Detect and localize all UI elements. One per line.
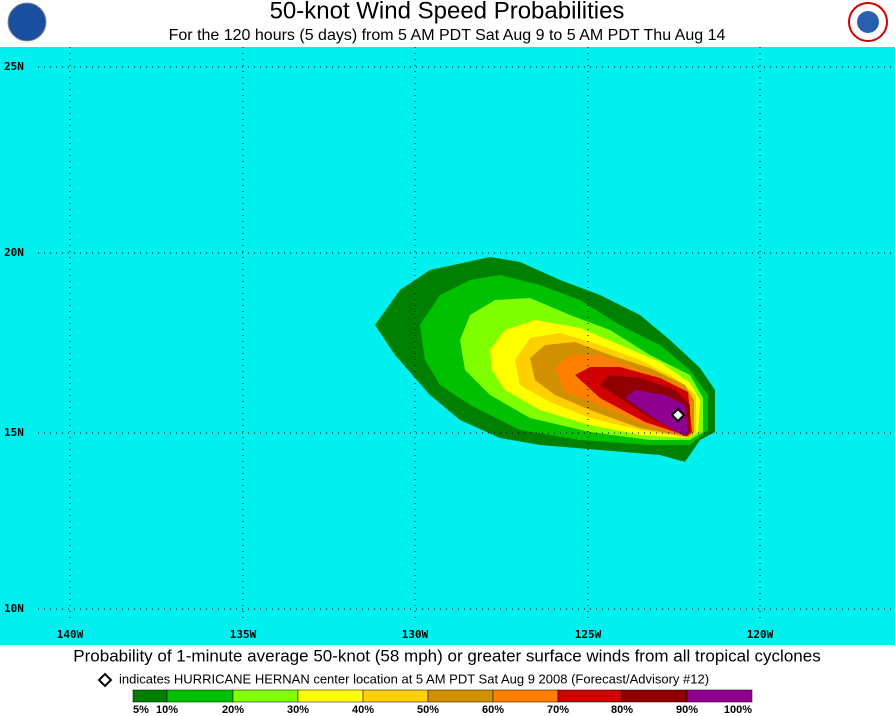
lon-label: 140W xyxy=(57,628,84,641)
contour xyxy=(625,390,688,436)
lat-label: 10N xyxy=(4,602,24,615)
noaa-logo xyxy=(7,2,47,42)
scale-swatch xyxy=(132,689,168,703)
marker-icon xyxy=(97,672,113,688)
scale-label: 30% xyxy=(287,704,309,716)
scale-label: 100% xyxy=(724,704,752,716)
nws-logo-inner xyxy=(857,11,879,33)
scale-swatch xyxy=(232,689,299,703)
scale-label: 5% xyxy=(133,704,149,716)
scale-label: 80% xyxy=(611,704,633,716)
lon-label: 125W xyxy=(575,628,602,641)
scale-swatch xyxy=(557,689,623,703)
lon-label: 135W xyxy=(230,628,257,641)
marker-note: indicates HURRICANE HERNAN center locati… xyxy=(119,671,709,686)
scale-swatch xyxy=(621,689,688,703)
scale-swatch xyxy=(427,689,494,703)
lon-label: 130W xyxy=(402,628,429,641)
scale-swatch xyxy=(297,689,364,703)
scale-swatch xyxy=(166,689,234,703)
scale-label: 90% xyxy=(676,704,698,716)
lon-label: 120W xyxy=(747,628,774,641)
scale-label: 70% xyxy=(547,704,569,716)
scale-label: 50% xyxy=(417,704,439,716)
caption: Probability of 1-minute average 50-knot … xyxy=(73,646,820,665)
scale-label: 10% xyxy=(156,704,178,716)
graticule: 25N 20N 15N 10N 140W 135W 130W 125W 120W xyxy=(4,47,895,641)
scale-swatch xyxy=(686,689,753,703)
scale-swatch xyxy=(492,689,559,703)
probability-contours xyxy=(375,257,715,462)
lat-label: 25N xyxy=(4,60,24,73)
title: 50-knot Wind Speed Probabilities xyxy=(270,0,625,24)
lat-label: 20N xyxy=(4,246,24,259)
scale-label: 20% xyxy=(222,704,244,716)
storm-center xyxy=(670,407,686,423)
scale-swatch xyxy=(362,689,429,703)
lat-label: 15N xyxy=(4,426,24,439)
subtitle: For the 120 hours (5 days) from 5 AM PDT… xyxy=(169,27,726,44)
scale-label: 40% xyxy=(352,704,374,716)
color-scale: 5% 10% 20% 30% 40% 50% 60% 70% 80% 90% 100% xyxy=(132,689,753,716)
scale-label: 60% xyxy=(482,704,504,716)
